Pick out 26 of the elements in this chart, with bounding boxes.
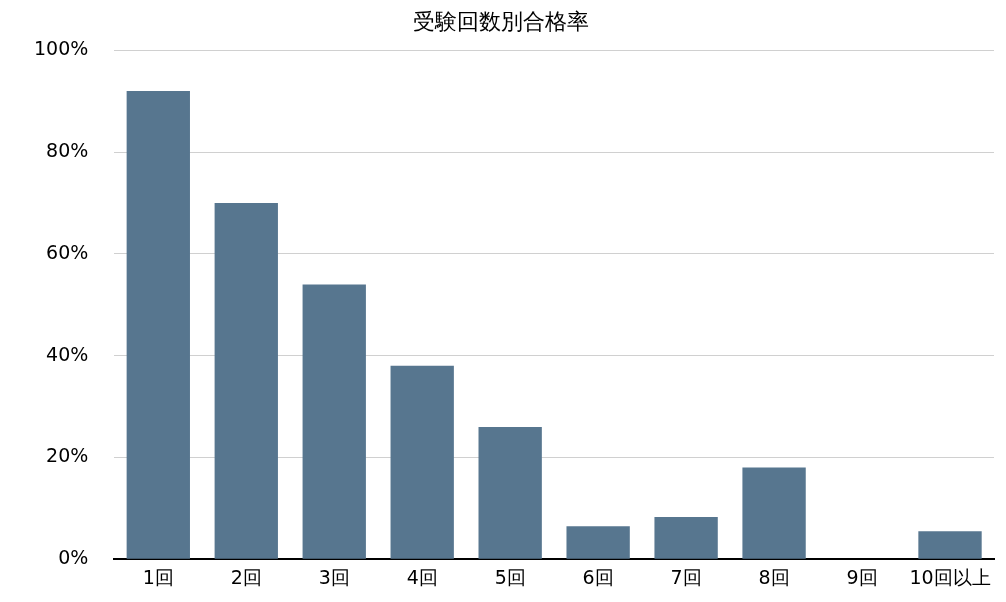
bar <box>390 365 454 559</box>
bar <box>302 284 366 559</box>
bar <box>214 203 278 559</box>
y-tick-label: 80% <box>46 139 89 162</box>
x-tick-label: 4回 <box>406 565 438 588</box>
x-tick-label: 10回以上 <box>909 565 991 588</box>
x-tick-label: 6回 <box>582 565 614 588</box>
x-tick-label: 3回 <box>318 565 350 588</box>
x-tick-label: 5回 <box>494 565 526 588</box>
y-tick-label: 60% <box>46 240 89 263</box>
bar <box>126 91 190 559</box>
bar <box>478 426 542 559</box>
y-tick-label: 0% <box>58 546 89 569</box>
x-tick-label: 2回 <box>230 565 262 588</box>
bar <box>566 526 630 559</box>
x-tick-label: 1回 <box>142 565 174 588</box>
y-tick-label: 20% <box>46 444 89 467</box>
x-tick-label: 8回 <box>758 565 790 588</box>
bar <box>918 531 982 559</box>
x-tick-label: 7回 <box>670 565 702 588</box>
chart-title: 受験回数別合格率 <box>413 8 589 34</box>
bar <box>654 516 718 559</box>
x-tick-label: 9回 <box>846 565 878 588</box>
y-tick-label: 100% <box>33 37 89 60</box>
y-tick-label: 40% <box>46 342 89 365</box>
bar <box>742 467 806 559</box>
